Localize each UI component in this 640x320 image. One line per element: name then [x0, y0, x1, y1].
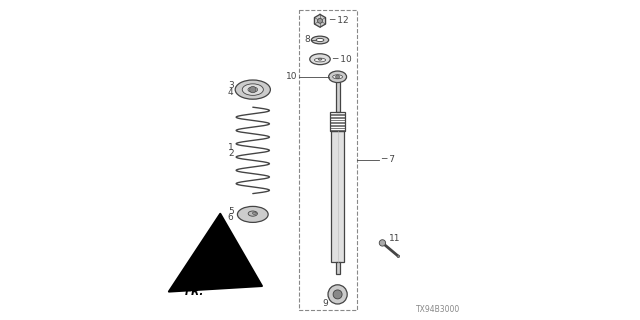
- Text: ─ 7: ─ 7: [381, 156, 395, 164]
- Ellipse shape: [314, 58, 326, 62]
- Ellipse shape: [248, 87, 258, 92]
- Text: ─ 12: ─ 12: [329, 16, 349, 25]
- Text: 10: 10: [286, 72, 298, 81]
- Circle shape: [380, 240, 386, 246]
- Bar: [336, 262, 339, 274]
- Ellipse shape: [236, 80, 271, 99]
- Ellipse shape: [333, 75, 342, 79]
- Bar: [332, 131, 344, 262]
- Polygon shape: [314, 14, 326, 27]
- Text: 8: 8: [304, 36, 310, 44]
- Text: 1: 1: [228, 143, 234, 152]
- Ellipse shape: [316, 38, 324, 42]
- Ellipse shape: [329, 71, 347, 83]
- Text: 11: 11: [390, 234, 401, 243]
- Ellipse shape: [318, 58, 322, 60]
- Text: 4: 4: [228, 88, 234, 97]
- Text: 6: 6: [228, 213, 234, 222]
- Ellipse shape: [237, 206, 268, 222]
- Ellipse shape: [243, 84, 264, 95]
- Circle shape: [250, 86, 256, 93]
- Circle shape: [336, 75, 340, 79]
- Text: TX94B3000: TX94B3000: [416, 305, 460, 314]
- Bar: [330, 112, 345, 131]
- Ellipse shape: [310, 54, 330, 65]
- Text: 3: 3: [228, 81, 234, 90]
- Text: 2: 2: [228, 149, 234, 158]
- Ellipse shape: [252, 212, 256, 214]
- Text: ─ 10: ─ 10: [332, 55, 351, 64]
- Text: 9: 9: [323, 299, 328, 308]
- Circle shape: [333, 290, 342, 299]
- Circle shape: [328, 285, 348, 304]
- Text: 5: 5: [228, 207, 234, 216]
- Circle shape: [317, 18, 323, 23]
- Circle shape: [397, 255, 399, 258]
- Ellipse shape: [248, 211, 257, 216]
- Text: FR.: FR.: [185, 287, 204, 297]
- Bar: [336, 75, 339, 112]
- Ellipse shape: [312, 36, 329, 44]
